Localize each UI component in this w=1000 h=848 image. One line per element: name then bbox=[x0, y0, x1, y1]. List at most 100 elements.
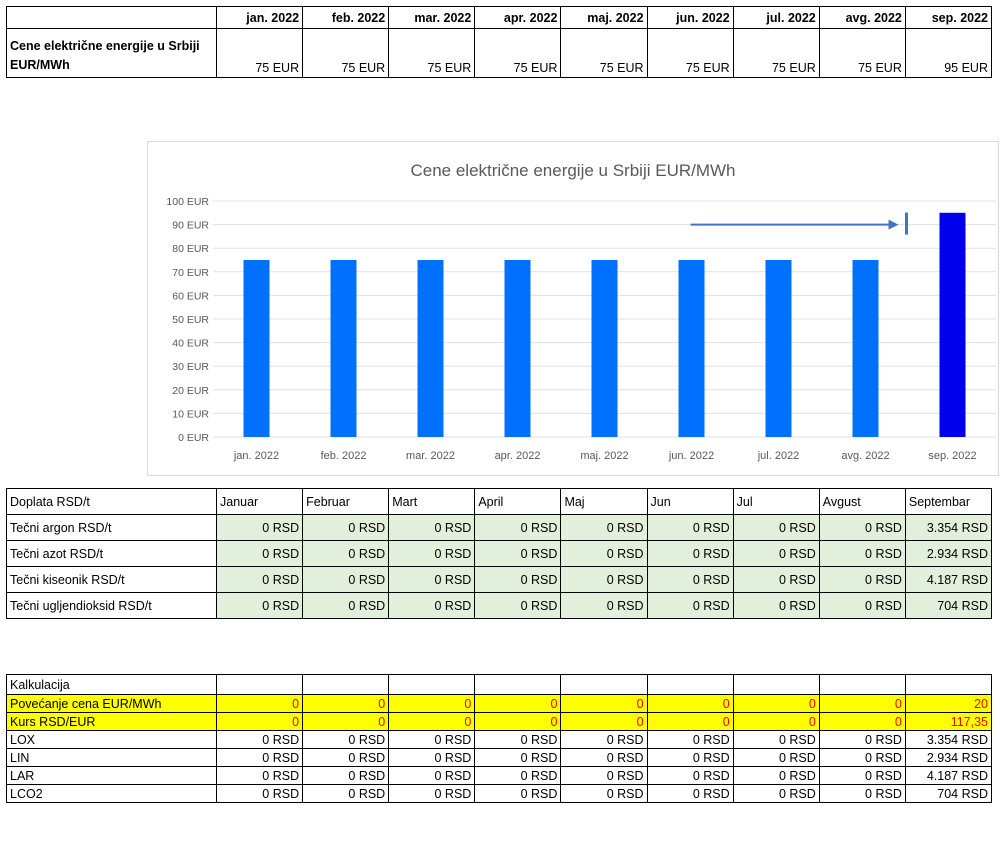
price-value-cell[interactable]: 75 EUR bbox=[818, 28, 906, 78]
calculation-value-cell[interactable]: 0 RSD bbox=[732, 784, 820, 803]
surcharge-value-cell[interactable]: 0 RSD bbox=[732, 540, 820, 567]
calculation-value-cell[interactable]: 0 RSD bbox=[732, 748, 820, 767]
calculation-row-label[interactable]: LAR bbox=[6, 766, 217, 785]
price-row-label[interactable]: Cene električne energije u Srbiji EUR/MW… bbox=[6, 28, 217, 78]
calculation-value-cell[interactable]: 0 bbox=[646, 694, 734, 713]
calculation-value-cell[interactable]: 0 RSD bbox=[560, 730, 648, 749]
calculation-value-cell[interactable]: 0 RSD bbox=[818, 748, 906, 767]
price-month-cell[interactable]: jun. 2022 bbox=[646, 6, 734, 29]
surcharge-value-cell[interactable]: 4.187 RSD bbox=[904, 566, 993, 593]
price-value-cell[interactable]: 75 EUR bbox=[215, 28, 304, 78]
calculation-row-label[interactable]: Povećanje cena EUR/MWh bbox=[6, 694, 217, 713]
calculation-value-cell[interactable]: 0 RSD bbox=[732, 766, 820, 785]
calculation-value-cell[interactable]: 0 RSD bbox=[560, 784, 648, 803]
calculation-value-cell[interactable]: 3.354 RSD bbox=[904, 730, 993, 749]
calculation-value-cell[interactable]: 4.187 RSD bbox=[904, 766, 993, 785]
surcharge-value-cell[interactable]: 0 RSD bbox=[474, 540, 562, 567]
empty-cell[interactable] bbox=[474, 674, 562, 695]
surcharge-header-cell[interactable]: Maj bbox=[560, 488, 648, 515]
surcharge-value-cell[interactable]: 0 RSD bbox=[215, 566, 304, 593]
calculation-value-cell[interactable]: 0 RSD bbox=[474, 748, 562, 767]
calculation-value-cell[interactable]: 0 bbox=[732, 694, 820, 713]
surcharge-header-cell[interactable]: Jun bbox=[646, 488, 734, 515]
surcharge-value-cell[interactable]: 0 RSD bbox=[474, 514, 562, 541]
surcharge-value-cell[interactable]: 0 RSD bbox=[646, 540, 734, 567]
surcharge-value-cell[interactable]: 0 RSD bbox=[646, 566, 734, 593]
calculation-value-cell[interactable]: 0 RSD bbox=[818, 766, 906, 785]
surcharge-value-cell[interactable]: 0 RSD bbox=[302, 514, 390, 541]
calculation-value-cell[interactable]: 0 RSD bbox=[302, 748, 390, 767]
calculation-value-cell[interactable]: 0 bbox=[302, 694, 390, 713]
calculation-value-cell[interactable]: 0 RSD bbox=[646, 730, 734, 749]
empty-cell[interactable] bbox=[818, 674, 906, 695]
price-value-cell[interactable]: 75 EUR bbox=[474, 28, 562, 78]
empty-cell[interactable] bbox=[732, 674, 820, 695]
surcharge-row-label[interactable]: Tečni ugljendioksid RSD/t bbox=[6, 592, 217, 619]
surcharge-value-cell[interactable]: 0 RSD bbox=[818, 566, 906, 593]
calculation-value-cell[interactable]: 704 RSD bbox=[904, 784, 993, 803]
calculation-value-cell[interactable]: 0 RSD bbox=[560, 766, 648, 785]
price-month-cell[interactable]: avg. 2022 bbox=[818, 6, 906, 29]
price-value-cell[interactable]: 75 EUR bbox=[388, 28, 476, 78]
calculation-value-cell[interactable]: 0 bbox=[646, 712, 734, 731]
calculation-value-cell[interactable]: 0 RSD bbox=[818, 784, 906, 803]
surcharge-value-cell[interactable]: 0 RSD bbox=[818, 592, 906, 619]
calculation-value-cell[interactable]: 0 bbox=[732, 712, 820, 731]
surcharge-value-cell[interactable]: 0 RSD bbox=[388, 514, 476, 541]
price-value-cell[interactable]: 75 EUR bbox=[560, 28, 648, 78]
price-month-cell[interactable]: sep. 2022 bbox=[904, 6, 993, 29]
calculation-value-cell[interactable]: 0 RSD bbox=[474, 784, 562, 803]
surcharge-value-cell[interactable]: 0 RSD bbox=[474, 592, 562, 619]
calculation-value-cell[interactable]: 0 RSD bbox=[646, 748, 734, 767]
surcharge-value-cell[interactable]: 0 RSD bbox=[560, 514, 648, 541]
price-month-cell[interactable]: mar. 2022 bbox=[388, 6, 476, 29]
price-month-cell[interactable]: apr. 2022 bbox=[474, 6, 562, 29]
surcharge-row-label[interactable]: Tečni azot RSD/t bbox=[6, 540, 217, 567]
calculation-value-cell[interactable]: 0 RSD bbox=[818, 730, 906, 749]
calculation-value-cell[interactable]: 0 bbox=[474, 694, 562, 713]
price-header-empty-cell[interactable] bbox=[6, 6, 217, 29]
surcharge-value-cell[interactable]: 2.934 RSD bbox=[904, 540, 993, 567]
price-value-cell[interactable]: 75 EUR bbox=[302, 28, 390, 78]
surcharge-value-cell[interactable]: 0 RSD bbox=[215, 514, 304, 541]
calculation-value-cell[interactable]: 0 RSD bbox=[215, 748, 304, 767]
price-month-cell[interactable]: maj. 2022 bbox=[560, 6, 648, 29]
calculation-value-cell[interactable]: 0 RSD bbox=[215, 766, 304, 785]
surcharge-value-cell[interactable]: 0 RSD bbox=[646, 592, 734, 619]
calculation-value-cell[interactable]: 0 RSD bbox=[215, 730, 304, 749]
calculation-row-label[interactable]: LCO2 bbox=[6, 784, 217, 803]
price-value-cell[interactable]: 75 EUR bbox=[732, 28, 820, 78]
calculation-value-cell[interactable]: 0 RSD bbox=[302, 784, 390, 803]
calculation-value-cell[interactable]: 0 bbox=[215, 712, 304, 731]
surcharge-header-cell[interactable]: Doplata RSD/t bbox=[6, 488, 217, 515]
calculation-value-cell[interactable]: 0 RSD bbox=[388, 748, 476, 767]
calculation-value-cell[interactable]: 117,35 bbox=[904, 712, 993, 731]
surcharge-value-cell[interactable]: 704 RSD bbox=[904, 592, 993, 619]
surcharge-value-cell[interactable]: 0 RSD bbox=[560, 540, 648, 567]
price-chart[interactable]: Cene električne energije u Srbiji EUR/MW… bbox=[147, 141, 999, 476]
calculation-value-cell[interactable]: 0 RSD bbox=[646, 766, 734, 785]
surcharge-value-cell[interactable]: 3.354 RSD bbox=[904, 514, 993, 541]
price-value-cell[interactable]: 95 EUR bbox=[904, 28, 993, 78]
calculation-value-cell[interactable]: 0 RSD bbox=[215, 784, 304, 803]
calculation-value-cell[interactable]: 0 RSD bbox=[302, 766, 390, 785]
calculation-title[interactable]: Kalkulacija bbox=[6, 674, 217, 695]
calculation-row-label[interactable]: LIN bbox=[6, 748, 217, 767]
surcharge-value-cell[interactable]: 0 RSD bbox=[646, 514, 734, 541]
calculation-value-cell[interactable]: 0 bbox=[302, 712, 390, 731]
empty-cell[interactable] bbox=[302, 674, 390, 695]
surcharge-header-cell[interactable]: Septembar bbox=[904, 488, 993, 515]
calculation-value-cell[interactable]: 2.934 RSD bbox=[904, 748, 993, 767]
calculation-value-cell[interactable]: 20 bbox=[904, 694, 993, 713]
surcharge-value-cell[interactable]: 0 RSD bbox=[560, 566, 648, 593]
calculation-value-cell[interactable]: 0 RSD bbox=[302, 730, 390, 749]
calculation-value-cell[interactable]: 0 RSD bbox=[388, 730, 476, 749]
surcharge-header-cell[interactable]: Januar bbox=[215, 488, 304, 515]
calculation-value-cell[interactable]: 0 RSD bbox=[474, 730, 562, 749]
calculation-value-cell[interactable]: 0 RSD bbox=[732, 730, 820, 749]
empty-cell[interactable] bbox=[560, 674, 648, 695]
surcharge-value-cell[interactable]: 0 RSD bbox=[388, 566, 476, 593]
calculation-row-label[interactable]: Kurs RSD/EUR bbox=[6, 712, 217, 731]
surcharge-value-cell[interactable]: 0 RSD bbox=[302, 540, 390, 567]
calculation-value-cell[interactable]: 0 RSD bbox=[560, 748, 648, 767]
